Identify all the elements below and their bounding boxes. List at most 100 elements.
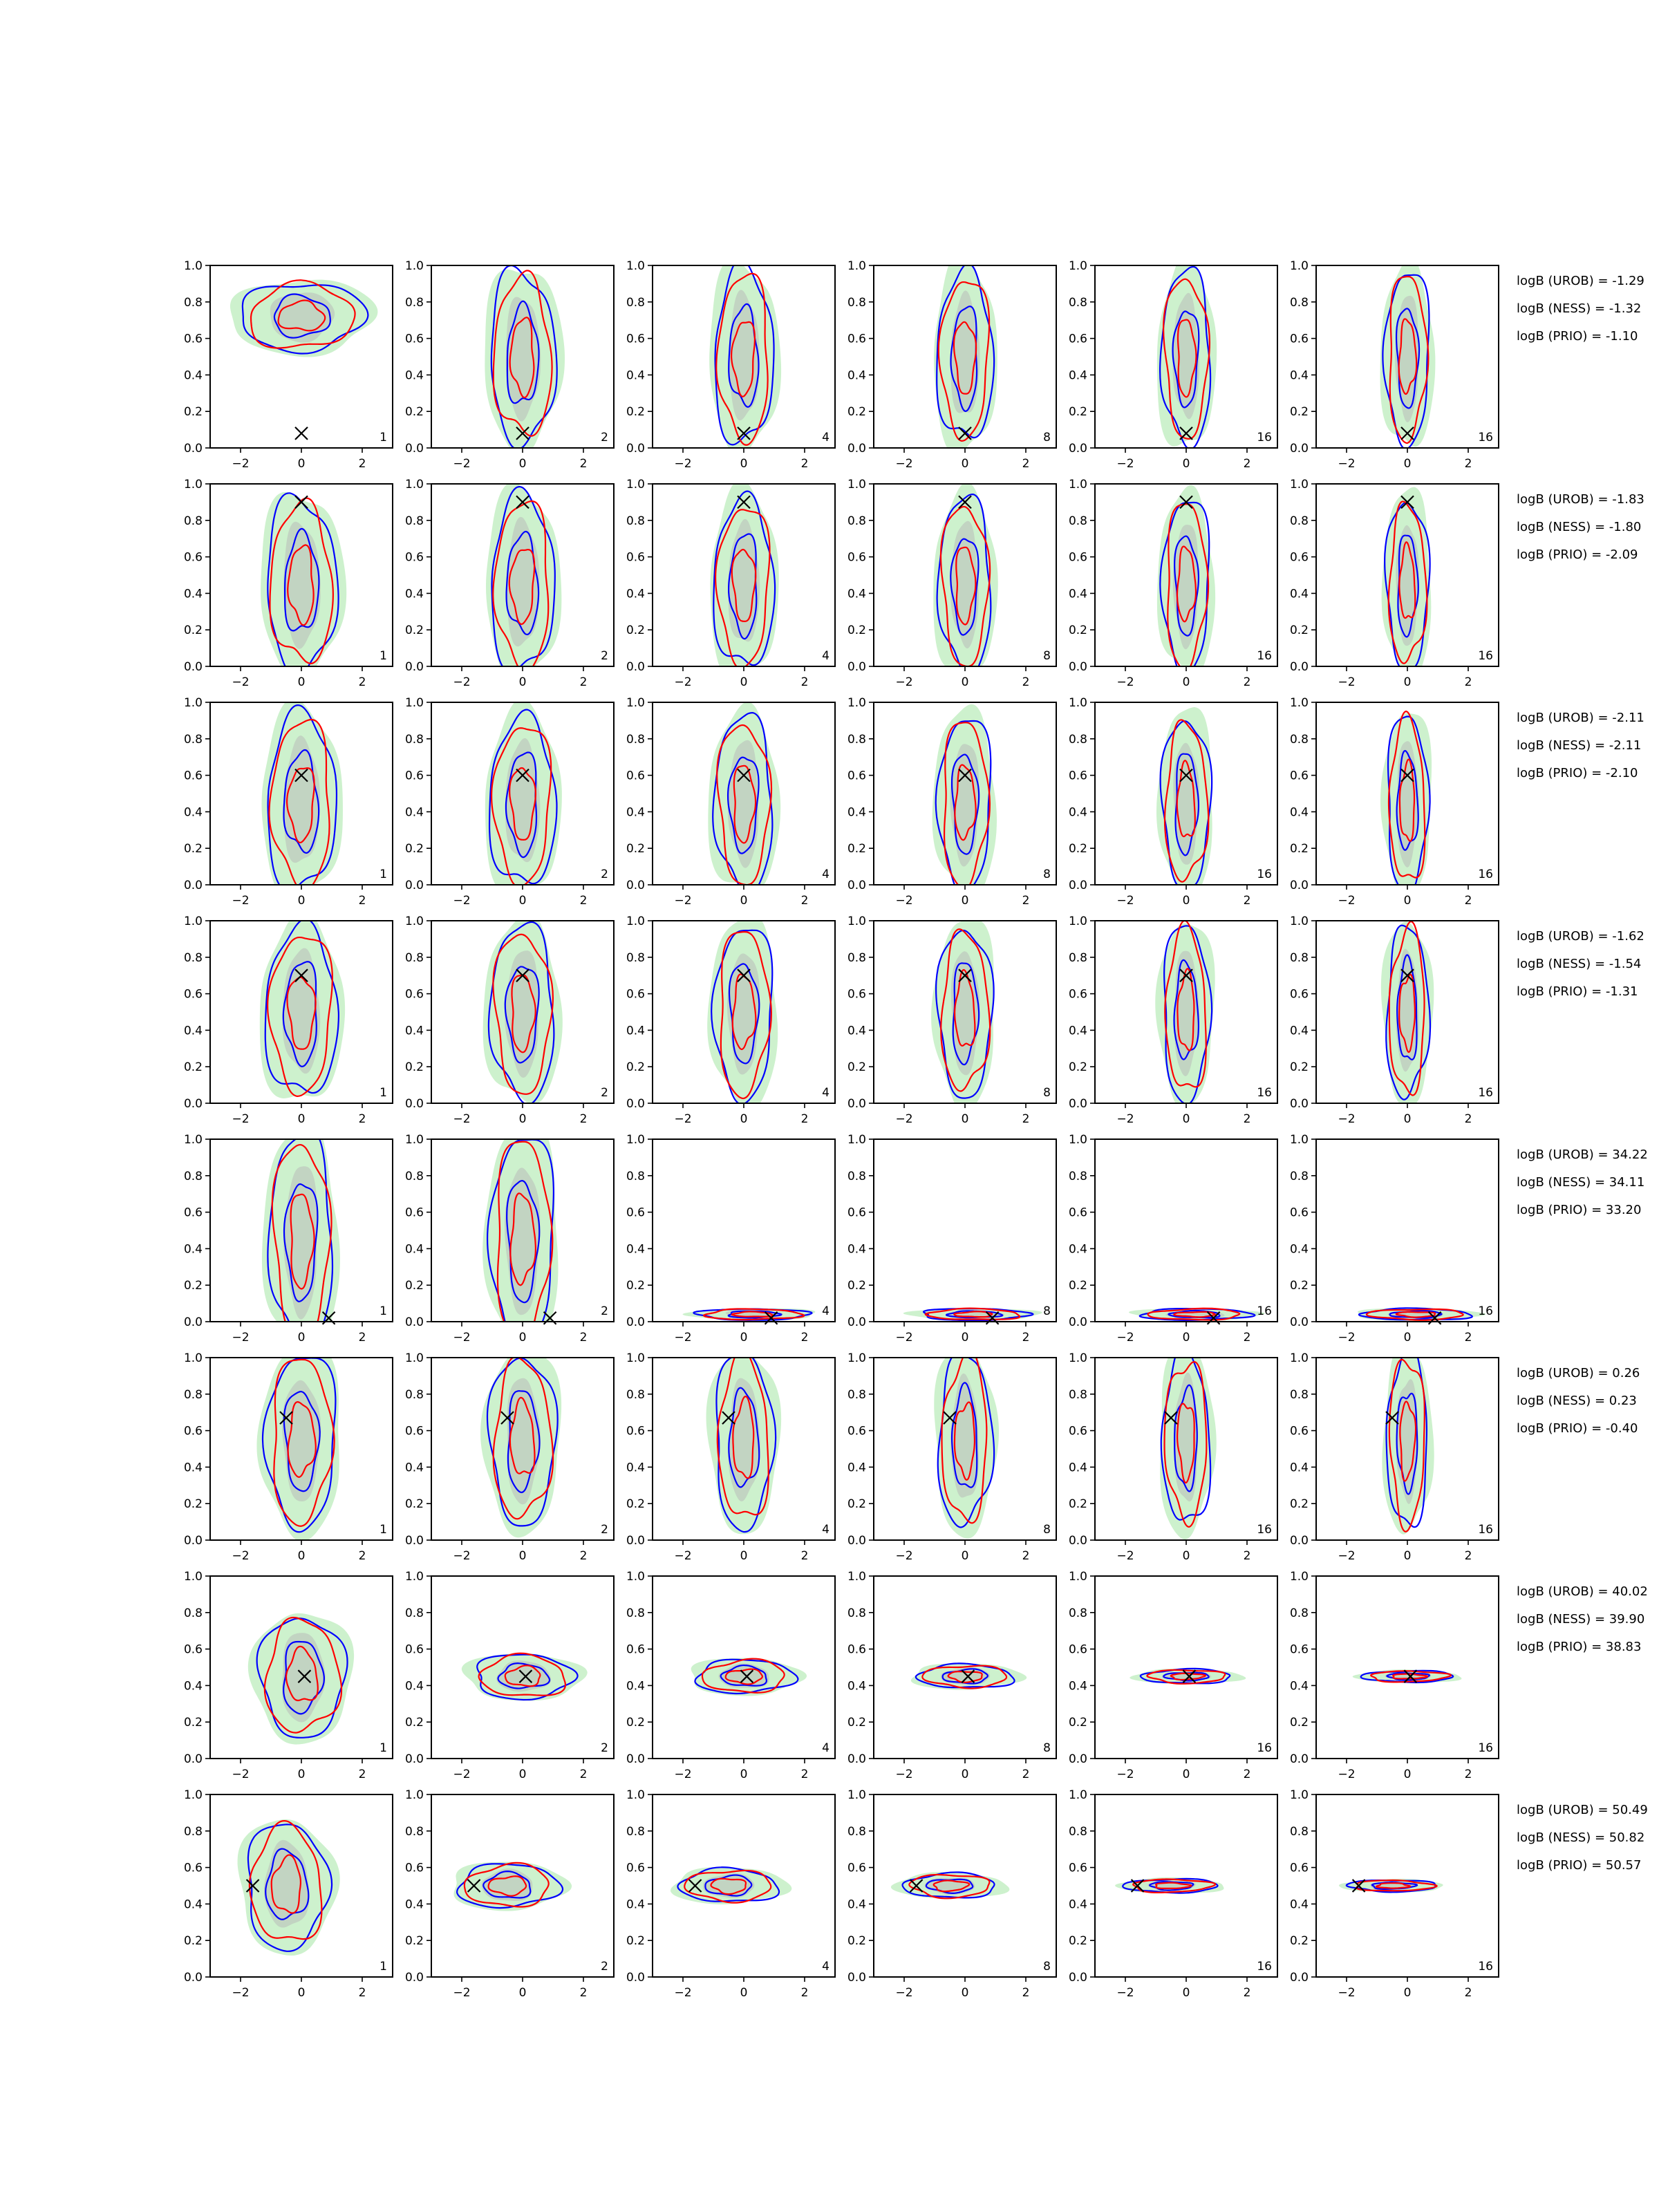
ness-contour-outer [1370,1670,1452,1683]
ness-contour-inner [731,1311,774,1318]
y-tick-label: 0.4 [847,587,866,601]
true-value-marker [245,1879,260,1893]
ness-contour-inner [1177,319,1197,398]
y-tick-label: 0.8 [1069,1606,1087,1620]
x-tick-label: −2 [1116,1112,1134,1126]
y-tick-label: 0.4 [1290,1461,1309,1474]
y-tick-label: 0.0 [1069,1097,1087,1111]
y-tick-label: 0.8 [847,1170,866,1183]
x-tick-label: 0 [1183,894,1190,908]
true-value-marker [943,1411,957,1425]
panel-r8-c1: −2 0 2 0.0 0.2 0.4 0.6 0.8 1.0 1 [184,1788,393,2000]
x-tick-label: 2 [359,1331,366,1344]
panel-sample-label: 4 [822,1523,830,1537]
logb-urob: logB (UROB) = -1.29 [1517,274,1644,288]
panel-contours [482,1139,559,1322]
y-tick-label: 0.8 [1069,1388,1087,1402]
true-value-marker [1179,968,1193,982]
urob-contour-outer [712,711,774,885]
x-tick-label: 2 [580,457,588,471]
urob-contour-outer [1345,1879,1436,1893]
y-tick-label: 0.2 [1290,1497,1309,1511]
x-tick-label: 0 [298,1112,306,1126]
panel-sample-label: 1 [379,1086,387,1100]
axes-frame [873,1138,1057,1322]
panel-contours [691,1658,807,1696]
y-tick-label: 0.0 [184,1315,203,1329]
y-tick-label: 1.0 [847,1570,866,1584]
y-tick-label: 0.8 [1290,1825,1309,1839]
ness-contour-outer [940,928,991,1092]
y-tick-label: 0.2 [1069,1716,1087,1730]
panel-contours [710,484,779,666]
panel-r2-c4: −2 0 2 0.0 0.2 0.4 0.6 0.8 1.0 8 [847,478,1057,689]
true-value-marker [958,427,972,440]
logb-ness: logB (NESS) = 39.90 [1517,1612,1644,1627]
ness-contour-outer [1147,1307,1241,1321]
x-tick-label: 0 [740,457,748,471]
panel-contours [256,1358,339,1540]
panel-r1-c1: −2 0 2 0.0 0.2 0.4 0.6 0.8 1.0 1 [184,259,393,471]
x-tick-label: −2 [1116,1549,1134,1563]
x-tick-label: 0 [1183,1331,1190,1344]
x-tick-label: 0 [1404,1549,1412,1563]
x-tick-label: −2 [895,1986,912,2000]
x-tick-label: 0 [519,1331,527,1344]
x-tick-label: 2 [1244,1112,1251,1126]
row-stats: logB (UROB) = 50.49 logB (NESS) = 50.82 lo… [1517,1803,1648,1873]
y-tick-label: 0.2 [626,624,645,637]
y-tick-label: 0.6 [405,551,424,565]
logb-ness: logB (NESS) = -1.54 [1517,957,1641,971]
urob-contour-inner [504,966,540,1064]
panel-contours [1382,1358,1434,1535]
y-tick-label: 0.0 [405,1315,424,1329]
logb-urob: logB (UROB) = 0.26 [1517,1366,1640,1380]
y-tick-label: 0.6 [847,1862,866,1875]
y-tick-label: 0.8 [405,1170,424,1183]
x-tick-label: 2 [359,1768,366,1781]
x-tick-label: −2 [674,1549,691,1563]
y-tick-label: 0.0 [626,1534,645,1548]
x-tick-label: −2 [232,1986,249,2000]
x-tick-label: 0 [962,1331,969,1344]
y-tick-label: 0.0 [1290,1971,1309,1985]
x-tick-label: −2 [453,894,470,908]
panel-r4-c4: −2 0 2 0.0 0.2 0.4 0.6 0.8 1.0 8 [847,915,1057,1126]
x-tick-label: −2 [895,1549,912,1563]
panel-contours [931,921,995,1103]
x-tick-label: −2 [895,457,912,471]
panel-sample-label: 2 [601,868,608,881]
ness-contour-outer [268,718,330,885]
urob-contour-outer [256,1618,348,1738]
y-tick-label: 0.4 [847,1024,866,1038]
x-tick-label: 2 [359,675,366,689]
true-value-marker [1400,968,1414,982]
urob-contour-outer [264,921,340,1094]
panel-r8-c2: −2 0 2 0.0 0.2 0.4 0.6 0.8 1.0 2 [405,1788,615,2000]
y-tick-label: 0.2 [1069,624,1087,637]
panel-sample-label: 8 [1043,1304,1051,1318]
x-tick-label: 2 [580,1331,588,1344]
y-tick-label: 0.0 [1290,442,1309,456]
logb-prio: logB (PRIO) = -2.10 [1517,766,1638,780]
x-tick-label: 0 [740,1331,748,1344]
x-tick-label: −2 [232,1768,249,1781]
true-value-marker [500,1411,514,1425]
y-tick-label: 1.0 [405,1788,424,1802]
x-tick-label: 0 [1404,457,1412,471]
y-tick-label: 0.8 [626,296,645,310]
prio-core-fill [270,292,335,343]
true-value-marker [516,768,529,782]
x-tick-label: 2 [1022,1112,1030,1126]
logb-prio: logB (PRIO) = 38.83 [1517,1640,1641,1654]
prio-core-fill [282,1380,321,1502]
y-tick-label: 0.6 [1290,1425,1309,1438]
x-tick-label: 2 [1244,1768,1251,1781]
y-tick-label: 0.4 [405,1679,424,1693]
x-tick-label: 0 [962,457,969,471]
y-tick-label: 0.2 [184,1716,203,1730]
ness-contour-outer [1146,1669,1226,1685]
panel-r5-c6: −2 0 2 0.0 0.2 0.4 0.6 0.8 1.0 16 [1290,1133,1499,1344]
panel-r6-c4: −2 0 2 0.0 0.2 0.4 0.6 0.8 1.0 8 [847,1351,1057,1563]
urob-contour-outer [1159,265,1212,448]
